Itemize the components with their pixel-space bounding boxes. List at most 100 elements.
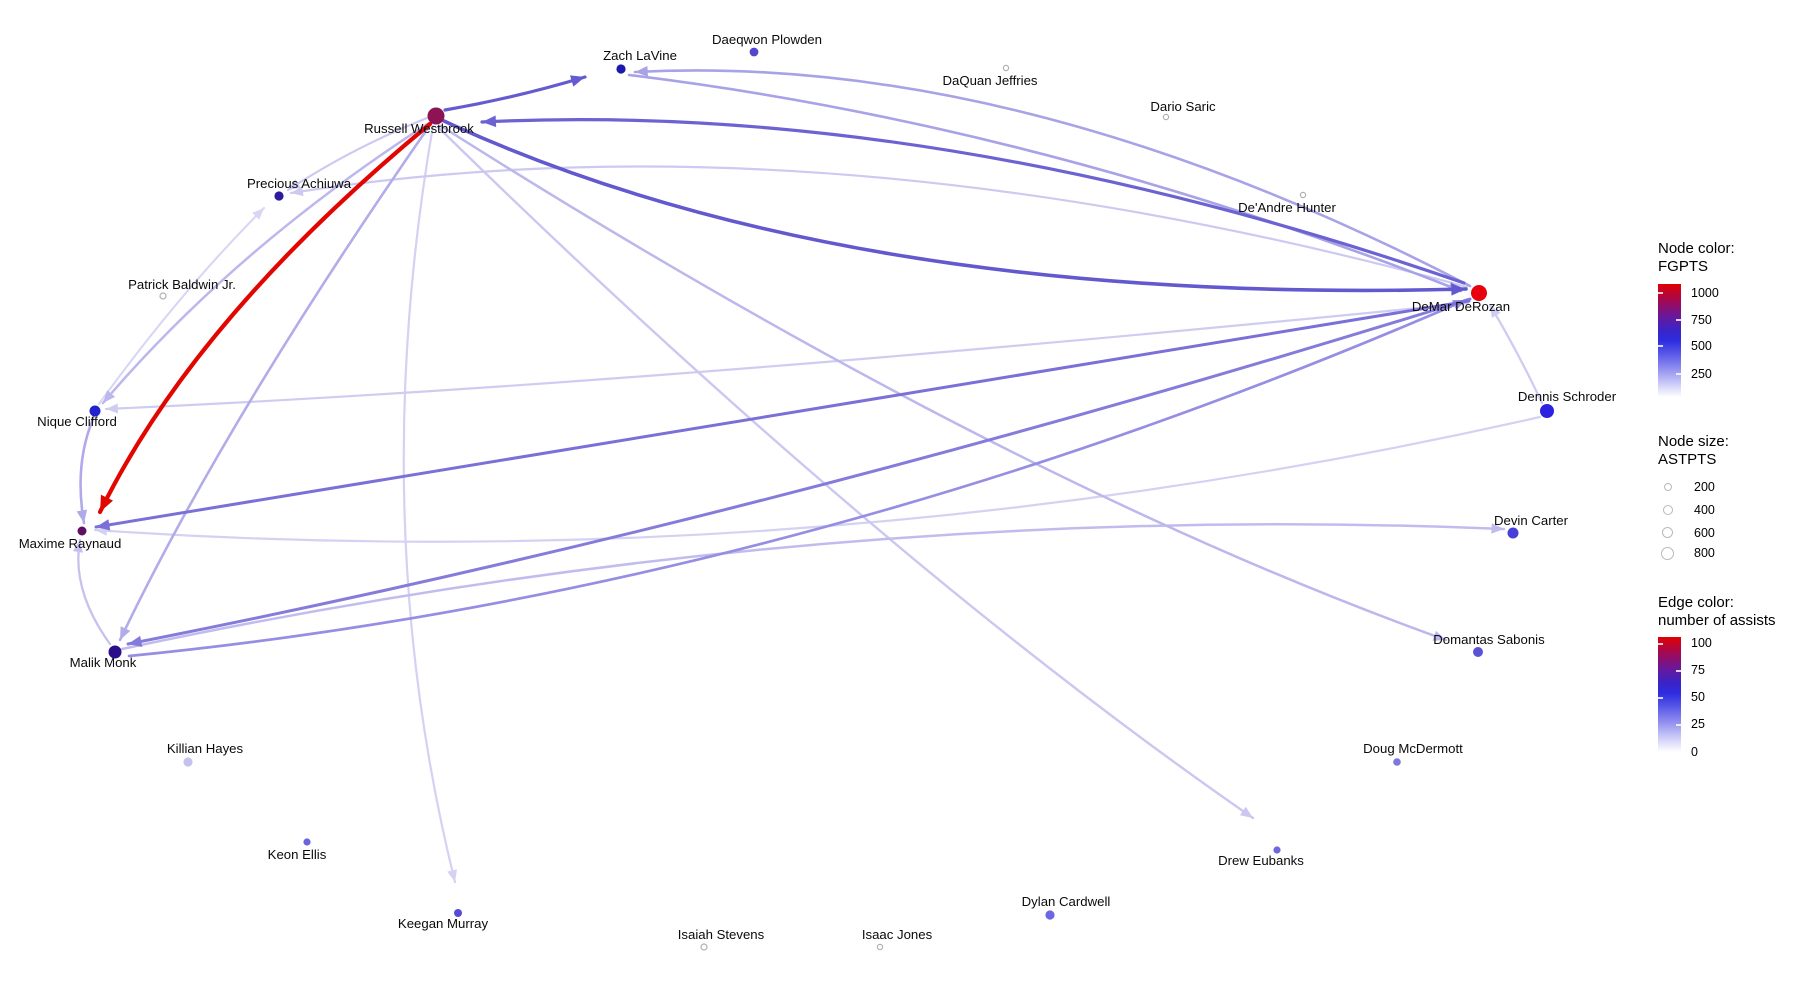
gradient-tick-dash bbox=[1658, 345, 1663, 347]
edge-russell-westbrook-to-domantas-sabonis bbox=[439, 124, 1448, 642]
edge-russell-westbrook-to-keegan-murray bbox=[402, 124, 457, 884]
arrowhead-demar-derozan-to-maxime-raynaud bbox=[96, 519, 111, 531]
arrowhead-demar-derozan-to-russell-westbrook bbox=[482, 115, 497, 128]
node-domantas-sabonis bbox=[1473, 647, 1483, 657]
edge-color-tick-100: 100 bbox=[1691, 636, 1712, 650]
node-keegan-murray bbox=[454, 909, 462, 917]
edge-color-tick-0: 0 bbox=[1691, 745, 1698, 759]
node-size-legend-title-line1: Node size: bbox=[1658, 433, 1729, 450]
node-label-precious-achiuwa: Precious Achiuwa bbox=[247, 176, 352, 191]
edge-malik-monk-to-devin-carter bbox=[120, 523, 1506, 651]
node-label-maxime-raynaud: Maxime Raynaud bbox=[19, 536, 122, 551]
arrowhead-demar-derozan-to-precious-achiuwa bbox=[291, 186, 304, 197]
edge-nique-clifford-to-precious-achiuwa bbox=[97, 206, 266, 406]
arrowhead-malik-monk-to-devin-carter bbox=[1491, 523, 1504, 534]
node-label-patrick-baldwin-jr: Patrick Baldwin Jr. bbox=[128, 277, 236, 292]
node-label-keon-ellis: Keon Ellis bbox=[268, 847, 327, 862]
node-size-circle-800 bbox=[1661, 547, 1674, 560]
node-size-tick-400: 400 bbox=[1694, 503, 1715, 517]
node-dylan-cardwell bbox=[1045, 910, 1055, 920]
node-keon-ellis bbox=[303, 838, 311, 846]
node-killian-hayes bbox=[183, 757, 193, 767]
node-doug-mcdermott bbox=[1393, 758, 1401, 766]
node-de-andre-hunter bbox=[1299, 191, 1307, 199]
edge-russell-westbrook-to-maxime-raynaud bbox=[97, 121, 433, 515]
node-label-isaiah-stevens: Isaiah Stevens bbox=[678, 927, 765, 942]
node-devin-carter bbox=[1507, 527, 1519, 539]
arrowhead-demar-derozan-to-nique-clifford bbox=[106, 403, 119, 414]
gradient-tick-dash bbox=[1676, 319, 1681, 321]
edge-color-legend-title-line2: number of assists bbox=[1658, 612, 1776, 629]
edge-russell-westbrook-to-drew-eubanks bbox=[436, 125, 1255, 820]
arrowhead-nique-clifford-to-precious-achiuwa bbox=[252, 208, 264, 220]
arrowhead-russell-westbrook-to-drew-eubanks bbox=[1239, 806, 1253, 818]
arrowhead-russell-westbrook-to-maxime-raynaud bbox=[100, 494, 113, 512]
gradient-tick-dash bbox=[1676, 724, 1681, 726]
node-color-legend-title-line2: FGPTS bbox=[1658, 258, 1709, 275]
node-nique-clifford bbox=[89, 405, 101, 417]
gradient-tick-dash bbox=[1676, 373, 1681, 375]
node-color-legend-title-line1: Node color: bbox=[1658, 240, 1735, 257]
edge-color-tick-75: 75 bbox=[1691, 663, 1705, 677]
node-label-dylan-cardwell: Dylan Cardwell bbox=[1022, 894, 1111, 909]
gradient-tick-dash bbox=[1676, 670, 1681, 672]
node-color-tick-250: 250 bbox=[1691, 367, 1712, 381]
node-isaac-jones bbox=[876, 943, 884, 951]
arrowhead-russell-westbrook-to-nique-clifford bbox=[103, 390, 116, 403]
node-label-daeqwon-plowden: Daeqwon Plowden bbox=[712, 32, 822, 47]
edge-demar-derozan-to-malik-monk bbox=[126, 297, 1472, 646]
node-label-keegan-murray: Keegan Murray bbox=[398, 916, 489, 931]
node-malik-monk bbox=[108, 645, 122, 659]
edge-demar-derozan-to-zach-lavine bbox=[633, 69, 1472, 288]
edge-color-legend-title-line1: Edge color: bbox=[1658, 594, 1734, 611]
node-zach-lavine bbox=[616, 64, 626, 74]
arrowhead-demar-derozan-to-zach-lavine bbox=[635, 66, 648, 77]
node-dario-saric bbox=[1162, 113, 1170, 121]
edge-color-tick-50: 50 bbox=[1691, 690, 1705, 704]
edge-color-legend-title: Edge color: number of assists bbox=[1658, 594, 1776, 630]
node-color-tick-500: 500 bbox=[1691, 339, 1712, 353]
arrowhead-malik-monk-to-maxime-raynaud bbox=[72, 540, 83, 553]
node-label-dario-saric: Dario Saric bbox=[1150, 99, 1216, 114]
node-size-circle-200 bbox=[1664, 483, 1672, 491]
node-label-malik-monk: Malik Monk bbox=[70, 655, 137, 670]
arrowhead-russell-westbrook-to-domantas-sabonis bbox=[1432, 630, 1446, 641]
node-isaiah-stevens bbox=[700, 943, 708, 951]
edge-demar-derozan-to-precious-achiuwa bbox=[289, 165, 1469, 289]
edge-malik-monk-to-demar-derozan bbox=[127, 298, 1468, 658]
node-color-legend-title: Node color: FGPTS bbox=[1658, 240, 1735, 276]
node-label-zach-lavine: Zach LaVine bbox=[603, 48, 677, 63]
arrowhead-demar-derozan-to-malik-monk bbox=[128, 635, 143, 647]
node-label-daquan-jeffries: DaQuan Jeffries bbox=[942, 73, 1037, 88]
node-size-tick-600: 600 bbox=[1694, 526, 1715, 540]
gradient-tick-dash bbox=[1658, 643, 1663, 645]
node-label-domantas-sabonis: Domantas Sabonis bbox=[1433, 632, 1545, 647]
node-label-doug-mcdermott: Doug McDermott bbox=[1363, 741, 1463, 756]
node-color-gradient-bar bbox=[1658, 284, 1681, 397]
node-precious-achiuwa bbox=[274, 191, 284, 201]
edge-demar-derozan-to-russell-westbrook bbox=[480, 118, 1466, 285]
node-size-tick-800: 800 bbox=[1694, 546, 1715, 560]
edge-dennis-schroder-to-maxime-raynaud bbox=[93, 415, 1542, 543]
node-size-circle-600 bbox=[1662, 527, 1673, 538]
node-russell-westbrook bbox=[427, 107, 445, 125]
edge-zach-lavine-to-demar-derozan bbox=[627, 73, 1463, 293]
node-label-killian-hayes: Killian Hayes bbox=[167, 741, 244, 756]
node-label-drew-eubanks: Drew Eubanks bbox=[1218, 853, 1304, 868]
node-dennis-schroder bbox=[1540, 404, 1554, 418]
edge-color-tick-25: 25 bbox=[1691, 717, 1705, 731]
node-drew-eubanks bbox=[1273, 846, 1281, 854]
edge-color-gradient-bar bbox=[1658, 637, 1681, 752]
node-size-legend-title-line2: ASTPTS bbox=[1658, 451, 1717, 468]
arrowhead-russell-westbrook-to-malik-monk bbox=[120, 626, 131, 640]
node-patrick-baldwin-jr bbox=[159, 292, 167, 300]
node-daeqwon-plowden bbox=[749, 47, 759, 57]
node-demar-derozan bbox=[1471, 285, 1487, 301]
arrowhead-russell-westbrook-to-precious-achiuwa bbox=[288, 179, 301, 190]
node-color-tick-750: 750 bbox=[1691, 313, 1712, 327]
node-size-tick-200: 200 bbox=[1694, 480, 1715, 494]
arrowhead-nique-clifford-to-maxime-raynaud bbox=[76, 509, 88, 523]
arrowhead-russell-westbrook-to-keegan-murray bbox=[447, 869, 457, 882]
